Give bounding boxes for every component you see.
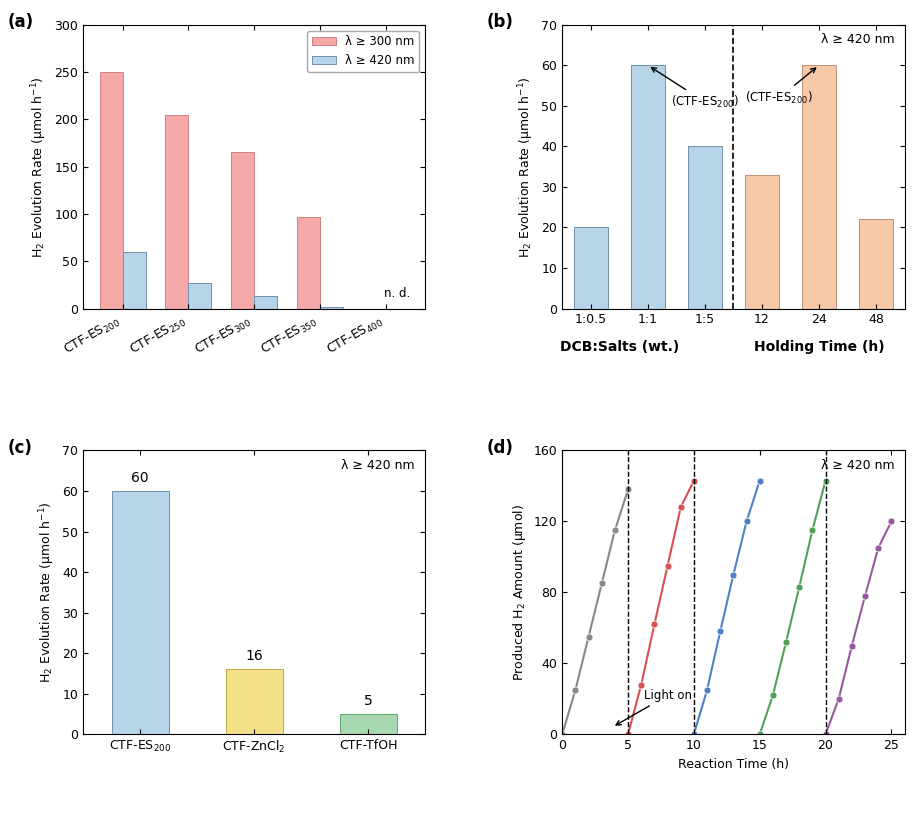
- Text: λ ≥ 420 nm: λ ≥ 420 nm: [821, 33, 894, 46]
- Bar: [226, 669, 282, 734]
- Y-axis label: H$_2$ Evolution Rate (μmol h$^{-1}$): H$_2$ Evolution Rate (μmol h$^{-1}$): [30, 76, 49, 257]
- Bar: [100, 72, 123, 309]
- Text: (b): (b): [487, 13, 514, 31]
- Bar: [165, 115, 188, 309]
- Text: n. d.: n. d.: [384, 287, 411, 300]
- Bar: [802, 65, 836, 309]
- Y-axis label: H$_2$ Evolution Rate (μmol h$^{-1}$): H$_2$ Evolution Rate (μmol h$^{-1}$): [37, 502, 56, 683]
- Text: (c): (c): [7, 439, 32, 457]
- Bar: [630, 65, 665, 309]
- Bar: [688, 146, 722, 309]
- Bar: [340, 714, 397, 734]
- Text: DCB:Salts (wt.): DCB:Salts (wt.): [559, 340, 679, 354]
- Bar: [745, 175, 779, 309]
- Text: (CTF-ES$_{200}$): (CTF-ES$_{200}$): [745, 68, 816, 106]
- Bar: [859, 219, 893, 309]
- Bar: [574, 228, 608, 309]
- Y-axis label: H$_2$ Evolution Rate (μmol h$^{-1}$): H$_2$ Evolution Rate (μmol h$^{-1}$): [516, 76, 536, 257]
- Text: 60: 60: [131, 471, 149, 485]
- Bar: [188, 283, 211, 309]
- Text: (a): (a): [7, 13, 34, 31]
- Text: Holding Time (h): Holding Time (h): [754, 340, 884, 354]
- Legend: λ ≥ 300 nm, λ ≥ 420 nm: λ ≥ 300 nm, λ ≥ 420 nm: [307, 31, 419, 72]
- Bar: [231, 153, 254, 309]
- Bar: [297, 217, 320, 309]
- Text: (CTF-ES$_{200}$): (CTF-ES$_{200}$): [652, 68, 738, 110]
- Text: 5: 5: [364, 694, 373, 708]
- Text: λ ≥ 420 nm: λ ≥ 420 nm: [342, 459, 415, 472]
- Bar: [320, 307, 343, 309]
- Bar: [254, 296, 277, 309]
- Bar: [123, 252, 146, 309]
- Text: (d): (d): [487, 439, 514, 457]
- Text: 16: 16: [246, 649, 263, 663]
- Text: λ ≥ 420 nm: λ ≥ 420 nm: [821, 459, 894, 472]
- Bar: [112, 491, 169, 734]
- X-axis label: Reaction Time (h): Reaction Time (h): [677, 757, 789, 771]
- Y-axis label: Produced H$_2$ Amount (μmol): Produced H$_2$ Amount (μmol): [511, 504, 528, 681]
- Text: Light on: Light on: [616, 689, 692, 725]
